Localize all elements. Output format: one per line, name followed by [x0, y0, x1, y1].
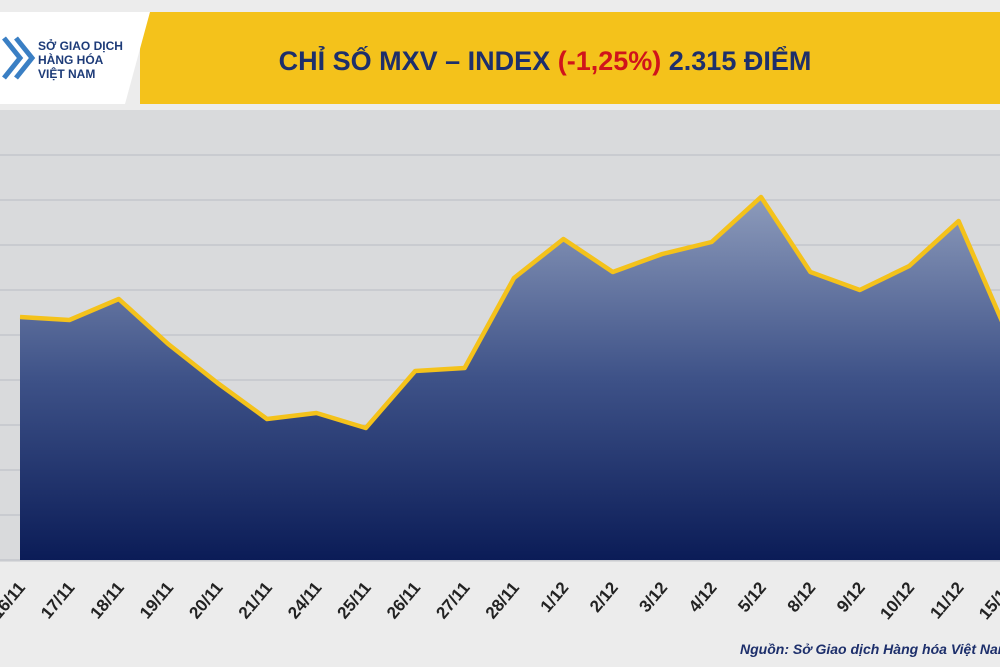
title-main: CHỈ SỐ MXV – INDEX — [279, 44, 551, 76]
chart-title: CHỈ SỐ MXV – INDEX (-1,25%) 2.315 ĐIỂM — [279, 44, 812, 76]
area — [20, 197, 1000, 560]
logo-line: SỞ GIAO DỊCH — [38, 38, 123, 53]
title-change: (-1,25%) — [558, 46, 662, 76]
logo-line: VIỆT NAM — [38, 66, 95, 81]
header-band — [140, 12, 1000, 104]
line — [19, 194, 1000, 431]
source: Nguồn: Sở Giao dịch Hàng hóa Việt Nam — [740, 641, 1000, 657]
logo-line: HÀNG HÓA — [38, 52, 104, 67]
logo-icon — [2, 36, 36, 80]
title-value: 2.315 ĐIỂM — [669, 45, 812, 76]
logo-box — [0, 12, 150, 104]
